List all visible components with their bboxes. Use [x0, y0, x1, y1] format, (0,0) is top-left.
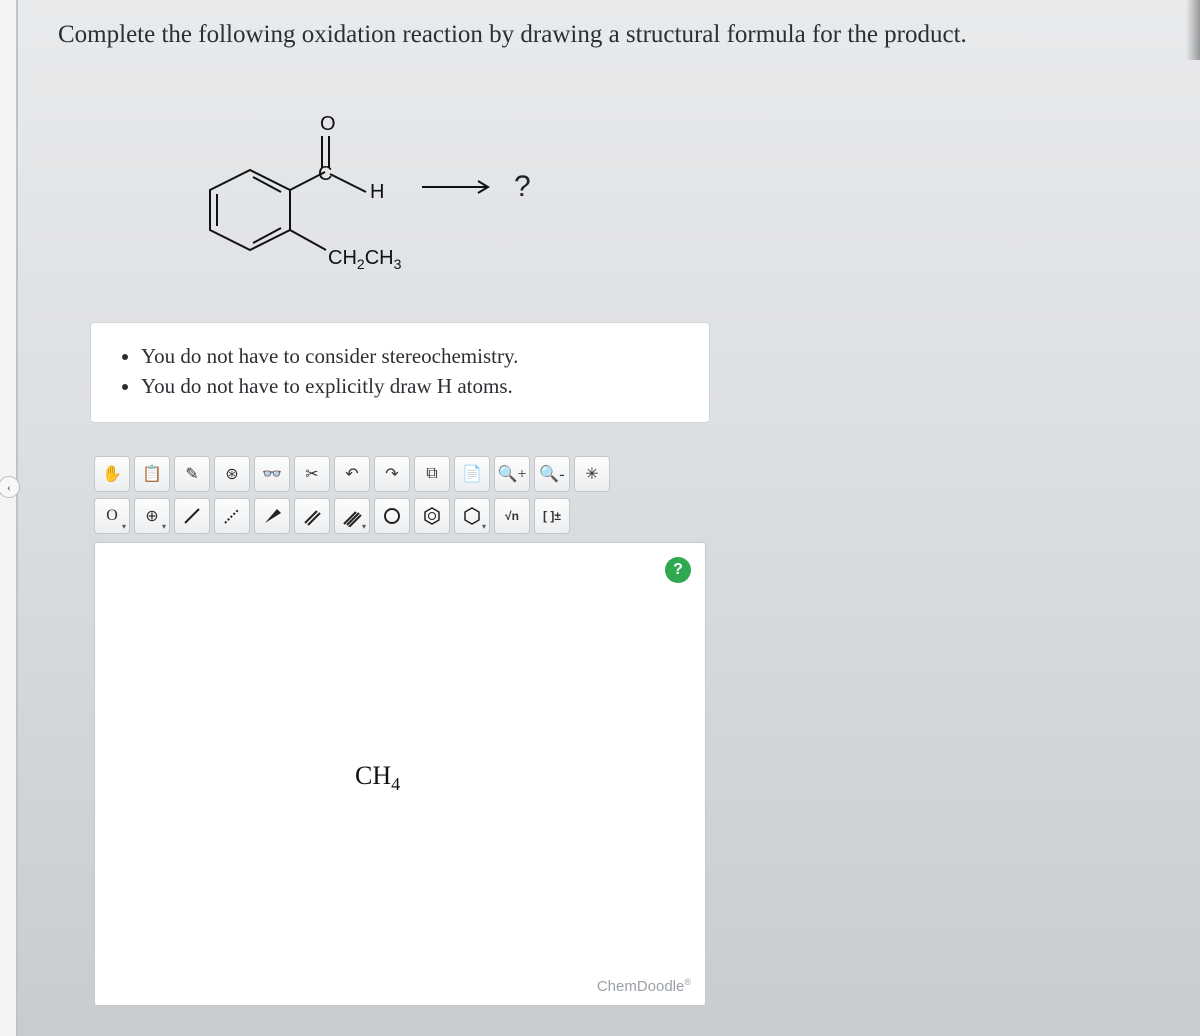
triple-bond-button[interactable]: ▾ [334, 498, 370, 534]
sn-button[interactable]: √n [494, 498, 530, 534]
canvas-help-button[interactable]: ? [665, 557, 691, 583]
arrow-icon [420, 177, 500, 197]
atom-icon[interactable]: ⊛ [214, 456, 250, 492]
rail-collapse-button[interactable]: ‹ [0, 476, 20, 498]
oxygen-label: O [320, 113, 336, 135]
zoom-in-icon[interactable]: 🔍+ [494, 456, 530, 492]
scissors-icon[interactable]: ✂ [294, 456, 330, 492]
caret-down-icon: ▾ [122, 522, 126, 531]
zoom-out-icon[interactable]: 🔍- [534, 456, 570, 492]
paste-icon[interactable]: 📄 [454, 456, 490, 492]
toolbar-row-1: ✋📋✎⊛👓✂↶↷⧉📄🔍+🔍-✳ [90, 450, 710, 496]
caret-down-icon: ▾ [162, 522, 166, 531]
charge-button[interactable]: [ ]± [534, 498, 570, 534]
chem-editor: ✋📋✎⊛👓✂↶↷⧉📄🔍+🔍-✳ O▾⊕▾▾▾√n[ ]± ? CH4 ChemD… [90, 450, 710, 1006]
registered-icon: ® [684, 977, 691, 987]
pencil-icon[interactable]: ✎ [174, 456, 210, 492]
toolbar-row-2: O▾⊕▾▾▾√n[ ]± [90, 496, 710, 540]
fragment-icon[interactable]: ✳ [574, 456, 610, 492]
reaction-arrow-group: ? [420, 170, 531, 204]
caret-down-icon: ▾ [362, 522, 366, 531]
single-bond-button[interactable] [174, 498, 210, 534]
instructions-panel: You do not have to consider stereochemis… [90, 322, 710, 423]
glasses-icon[interactable]: 👓 [254, 456, 290, 492]
reaction-scheme: O C H CH2CH3 [150, 100, 630, 300]
product-placeholder: ? [514, 170, 531, 204]
instruction-item: You do not have to consider stereochemis… [141, 341, 687, 371]
undo-icon[interactable]: ↶ [334, 456, 370, 492]
left-rail: ‹ [0, 0, 18, 1036]
redo-icon[interactable]: ↷ [374, 456, 410, 492]
canvas-molecule-label[interactable]: CH4 [355, 761, 400, 795]
clipboard-icon[interactable]: 📋 [134, 456, 170, 492]
hexagon-button[interactable]: ▾ [454, 498, 490, 534]
benzene-button[interactable] [414, 498, 450, 534]
drawing-canvas[interactable]: ? CH4 ChemDoodle® [94, 542, 706, 1006]
chemdoodle-watermark: ChemDoodle® [597, 977, 691, 995]
carbon-label: C [318, 163, 332, 185]
instruction-item: You do not have to explicitly draw H ato… [141, 371, 687, 401]
help-icon: ? [673, 561, 683, 579]
ethyl-label: CH2CH3 [328, 247, 402, 272]
hand-icon[interactable]: ✋ [94, 456, 130, 492]
ring-o-button[interactable] [374, 498, 410, 534]
caret-down-icon: ▾ [482, 522, 486, 531]
double-bond-button[interactable] [294, 498, 330, 534]
copy-icon[interactable]: ⧉ [414, 456, 450, 492]
dotted-bond-button[interactable] [214, 498, 250, 534]
question-prompt: Complete the following oxidation reactio… [58, 18, 1182, 52]
wedge-bond-button[interactable] [254, 498, 290, 534]
chevron-left-icon: ‹ [7, 480, 11, 495]
right-shadow [1186, 0, 1200, 60]
add-button[interactable]: ⊕▾ [134, 498, 170, 534]
element-o-button[interactable]: O▾ [94, 498, 130, 534]
hydrogen-label: H [370, 181, 384, 203]
